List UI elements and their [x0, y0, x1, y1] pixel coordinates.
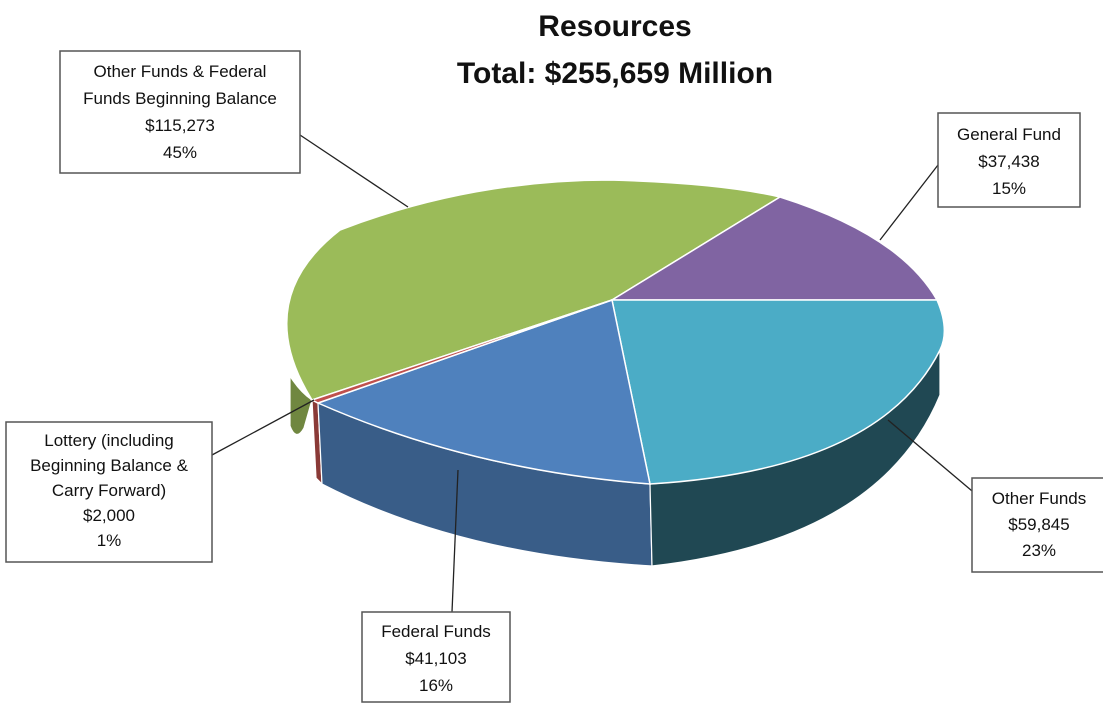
callout-box	[937, 112, 1081, 208]
callout-label-line-1: Federal Funds	[381, 622, 491, 641]
callout-label-line-1: Other Funds & Federal	[94, 62, 267, 81]
callout-percent: 1%	[97, 531, 122, 550]
callout-other-funds: Other Funds $59,845 23%	[971, 477, 1103, 573]
callout-percent: 23%	[1022, 541, 1056, 560]
callout-lottery: Lottery (including Beginning Balance & C…	[5, 421, 213, 563]
pie-slice-green	[285, 179, 782, 401]
callout-value: $41,103	[405, 649, 466, 668]
leader-cyan	[887, 419, 979, 497]
pie-slice-cyan	[611, 299, 946, 485]
leader-purple	[879, 164, 939, 241]
callout-label-line-1: Other Funds	[992, 489, 1087, 508]
leader-red	[211, 399, 315, 456]
chart-subtitle: Total: $255,659 Million	[457, 57, 773, 90]
pie-slice-red	[310, 299, 613, 404]
pie-top	[285, 179, 946, 485]
chart-title: Resources	[538, 10, 691, 43]
pie-slice-purple	[609, 196, 939, 301]
callout-box	[5, 421, 213, 563]
callout-value: $59,845	[1008, 515, 1069, 534]
callout-value: $2,000	[83, 506, 135, 525]
pie-slice-blue	[315, 299, 651, 485]
callout-label-line-1: General Fund	[957, 125, 1061, 144]
callout-percent: 16%	[419, 676, 453, 695]
callout-general-fund: General Fund $37,438 15%	[937, 112, 1081, 208]
callout-box	[361, 611, 511, 703]
leader-blue	[451, 469, 459, 613]
callout-percent: 45%	[163, 143, 197, 162]
callout-value: $115,273	[145, 116, 215, 135]
callout-label-line-2: Funds Beginning Balance	[83, 89, 277, 108]
callout-value: $37,438	[978, 152, 1039, 171]
callout-percent: 15%	[992, 179, 1026, 198]
leader-green	[299, 134, 409, 208]
callout-label-line-3: Carry Forward)	[52, 481, 166, 500]
callout-other-funds-federal-beginning: Other Funds & Federal Funds Beginning Ba…	[59, 50, 301, 174]
callout-federal-funds: Federal Funds $41,103 16%	[361, 611, 511, 703]
callout-box	[59, 50, 301, 174]
pie-side-green	[289, 373, 313, 436]
callout-label-line-1: Lottery (including	[44, 431, 173, 450]
leader-lines	[211, 134, 979, 613]
callout-label-line-2: Beginning Balance &	[30, 456, 189, 475]
callout-box	[971, 477, 1103, 573]
